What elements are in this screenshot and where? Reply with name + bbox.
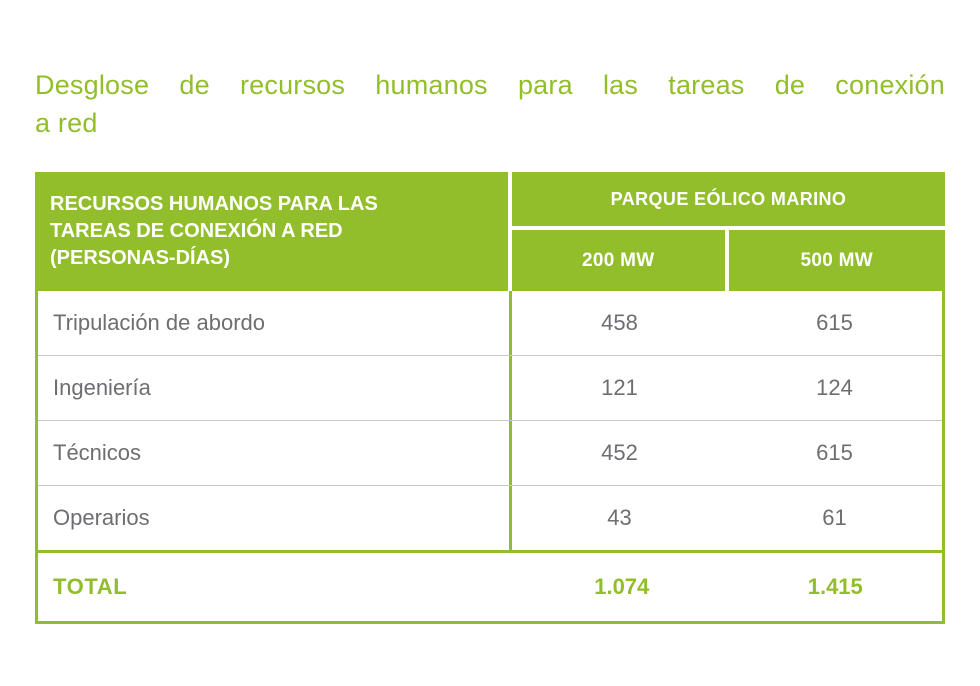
value-200mw: 452 bbox=[601, 440, 638, 465]
table-row-tripulacion: Tripulación de abordo 458 615 bbox=[38, 291, 942, 356]
page-title-line-2: a red bbox=[35, 108, 98, 138]
table-row-tecnicos: Técnicos 452 615 bbox=[38, 421, 942, 486]
resources-table: RECURSOS HUMANOS PARA LAS TAREAS DE CONE… bbox=[35, 172, 945, 624]
value-500mw: 61 bbox=[822, 505, 847, 530]
total-500mw: 1.415 bbox=[807, 574, 863, 599]
value-200mw: 458 bbox=[601, 310, 638, 335]
table-row-total: TOTAL 1.074 1.415 bbox=[38, 550, 942, 621]
corner-header-line-1: RECURSOS HUMANOS PARA LAS bbox=[50, 193, 378, 215]
table-header: RECURSOS HUMANOS PARA LAS TAREAS DE CONE… bbox=[35, 172, 945, 291]
value-200mw: 121 bbox=[601, 375, 638, 400]
corner-header-cell: RECURSOS HUMANOS PARA LAS TAREAS DE CONE… bbox=[35, 172, 512, 291]
group-header-cell: PARQUE EÓLICO MARINO bbox=[512, 172, 945, 230]
row-label: Ingeniería bbox=[38, 356, 512, 420]
total-200mw: 1.074 bbox=[594, 574, 650, 599]
table-row-ingenieria: Ingeniería 121 124 bbox=[38, 356, 942, 421]
row-label: Técnicos bbox=[38, 421, 512, 485]
value-500mw: 615 bbox=[816, 440, 853, 465]
value-500mw: 124 bbox=[816, 375, 853, 400]
column-headers: 200 MW 500 MW bbox=[512, 230, 945, 291]
value-500mw: 615 bbox=[816, 310, 853, 335]
col-header-500mw: 500 MW bbox=[800, 249, 874, 271]
page-title: Desglose de recursos humanos para las ta… bbox=[35, 66, 945, 142]
table-body: Tripulación de abordo 458 615 Ingeniería… bbox=[35, 291, 945, 624]
corner-header-line-3: (PERSONAS-DÍAS) bbox=[50, 247, 231, 269]
corner-header-line-2: TAREAS DE CONEXIÓN A RED bbox=[50, 220, 343, 242]
col-header-200mw: 200 MW bbox=[512, 230, 729, 291]
row-label: Operarios bbox=[38, 486, 512, 550]
page-title-line-1: Desglose de recursos humanos para las ta… bbox=[35, 70, 945, 100]
header-right-section: PARQUE EÓLICO MARINO 200 MW 500 MW bbox=[512, 172, 945, 291]
table-row-operarios: Operarios 43 61 bbox=[38, 486, 942, 550]
row-label: Tripulación de abordo bbox=[38, 291, 512, 355]
total-label: TOTAL bbox=[53, 574, 128, 599]
value-200mw: 43 bbox=[607, 505, 632, 530]
